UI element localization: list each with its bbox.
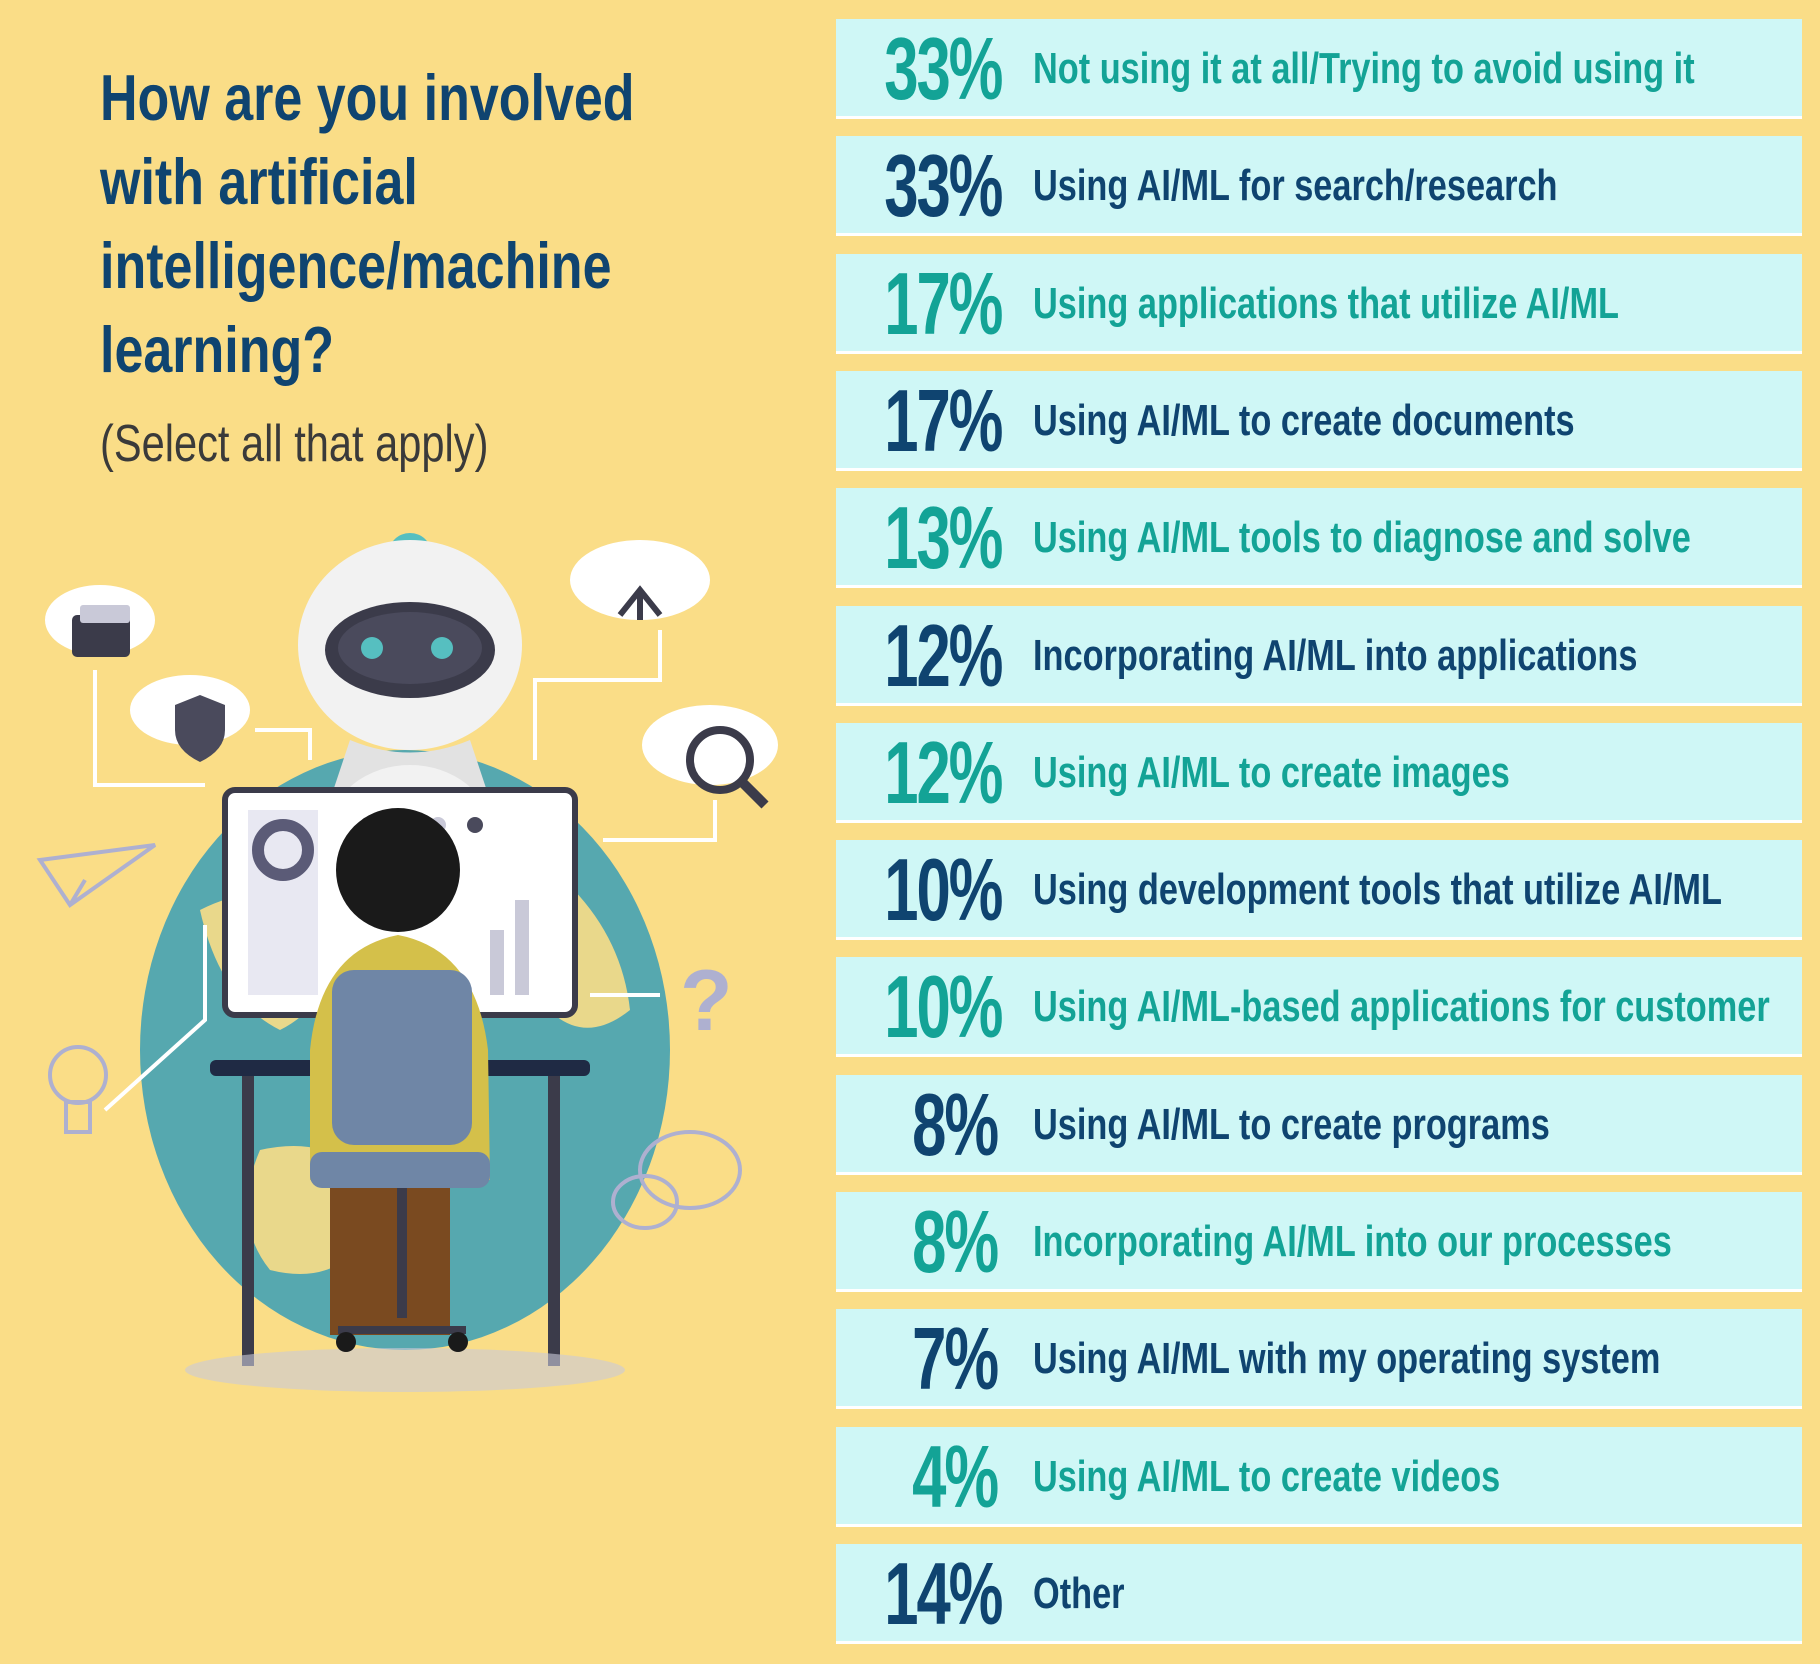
question-mark-icon: ? [680, 953, 733, 1049]
table-row: 12% Incorporating AI/ML into applications [836, 605, 1802, 706]
cloud-shield-icon [130, 675, 250, 762]
response-label: Using AI/ML for search/research [1033, 161, 1558, 211]
response-label: Using AI/ML to create images [1033, 747, 1510, 797]
chair-icon [310, 970, 490, 1352]
percent-value: 12% [884, 722, 1003, 822]
percent-value: 13% [884, 488, 1003, 588]
left-panel: How are you involved with artificial int… [0, 0, 836, 1664]
cloud-upload-icon [570, 540, 710, 620]
percent-value: 17% [884, 370, 1003, 470]
chat-bubble-icon [611, 1130, 742, 1230]
table-row: 12% Using AI/ML to create images [836, 722, 1802, 823]
cloud-folder-icon [45, 585, 155, 657]
percent-value: 14% [884, 1543, 1003, 1643]
percent-value: 7% [912, 1309, 999, 1409]
table-row: 14% Other [836, 1543, 1802, 1644]
percent-value: 10% [884, 957, 1003, 1057]
lightbulb-icon [48, 1045, 108, 1134]
percent-value: 12% [884, 605, 1003, 705]
response-label: Incorporating AI/ML into applications [1033, 630, 1638, 680]
table-row: 13% Using AI/ML tools to diagnose and sol… [836, 488, 1802, 589]
question-title: How are you involved with artificial int… [100, 61, 635, 386]
table-row: 17% Using applications that utilize AI/ML [836, 253, 1802, 354]
response-label: Using AI/ML to create videos [1033, 1451, 1501, 1501]
results-table: 33% Not using it at all/Trying to avoid u… [836, 19, 1802, 1651]
question-subtitle: (Select all that apply) [100, 415, 489, 473]
table-row: 10% Using development tools that utilize … [836, 840, 1802, 941]
percent-value: 10% [884, 840, 1003, 940]
response-label: Other [1033, 1568, 1125, 1618]
table-row: 33% Not using it at all/Trying to avoid u… [836, 19, 1802, 119]
response-label: Using development tools that utilize AI/… [1033, 865, 1722, 915]
paper-plane-icon [36, 843, 157, 908]
percent-value: 8% [912, 1074, 999, 1174]
percent-value: 17% [884, 253, 1003, 353]
table-row: 8% Using AI/ML to create programs [836, 1074, 1802, 1175]
cloud-search-icon [642, 705, 778, 809]
response-label: Using AI/ML to create programs [1033, 1099, 1550, 1149]
percent-value: 33% [884, 136, 1003, 236]
table-row: 33% Using AI/ML for search/research [836, 136, 1802, 237]
response-label: Using AI/ML with my operating system [1033, 1334, 1661, 1384]
percent-value: 33% [884, 19, 1003, 118]
response-label: Using AI/ML tools to diagnose and solve [1033, 513, 1691, 563]
response-label: Incorporating AI/ML into our processes [1033, 1217, 1672, 1266]
table-row: 8% Incorporating AI/ML into our processes [836, 1192, 1802, 1292]
robot-workstation-illustration: ? [36, 533, 778, 1392]
response-label: Using AI/ML-based applications for custo… [1033, 982, 1770, 1032]
percent-value: 4% [912, 1426, 999, 1526]
response-label: Using AI/ML to create documents [1033, 395, 1575, 445]
percent-value: 8% [912, 1192, 999, 1291]
table-row: 17% Using AI/ML to create documents [836, 370, 1802, 471]
response-label: Using applications that utilize AI/ML [1033, 278, 1620, 328]
table-row: 10% Using AI/ML-based applications for cu… [836, 957, 1802, 1058]
connector-lines [93, 630, 717, 1112]
response-label: Not using it at all/Trying to avoid usin… [1033, 44, 1695, 93]
table-row: 4% Using AI/ML to create videos [836, 1426, 1802, 1527]
table-row: 7% Using AI/ML with my operating system [836, 1309, 1802, 1410]
